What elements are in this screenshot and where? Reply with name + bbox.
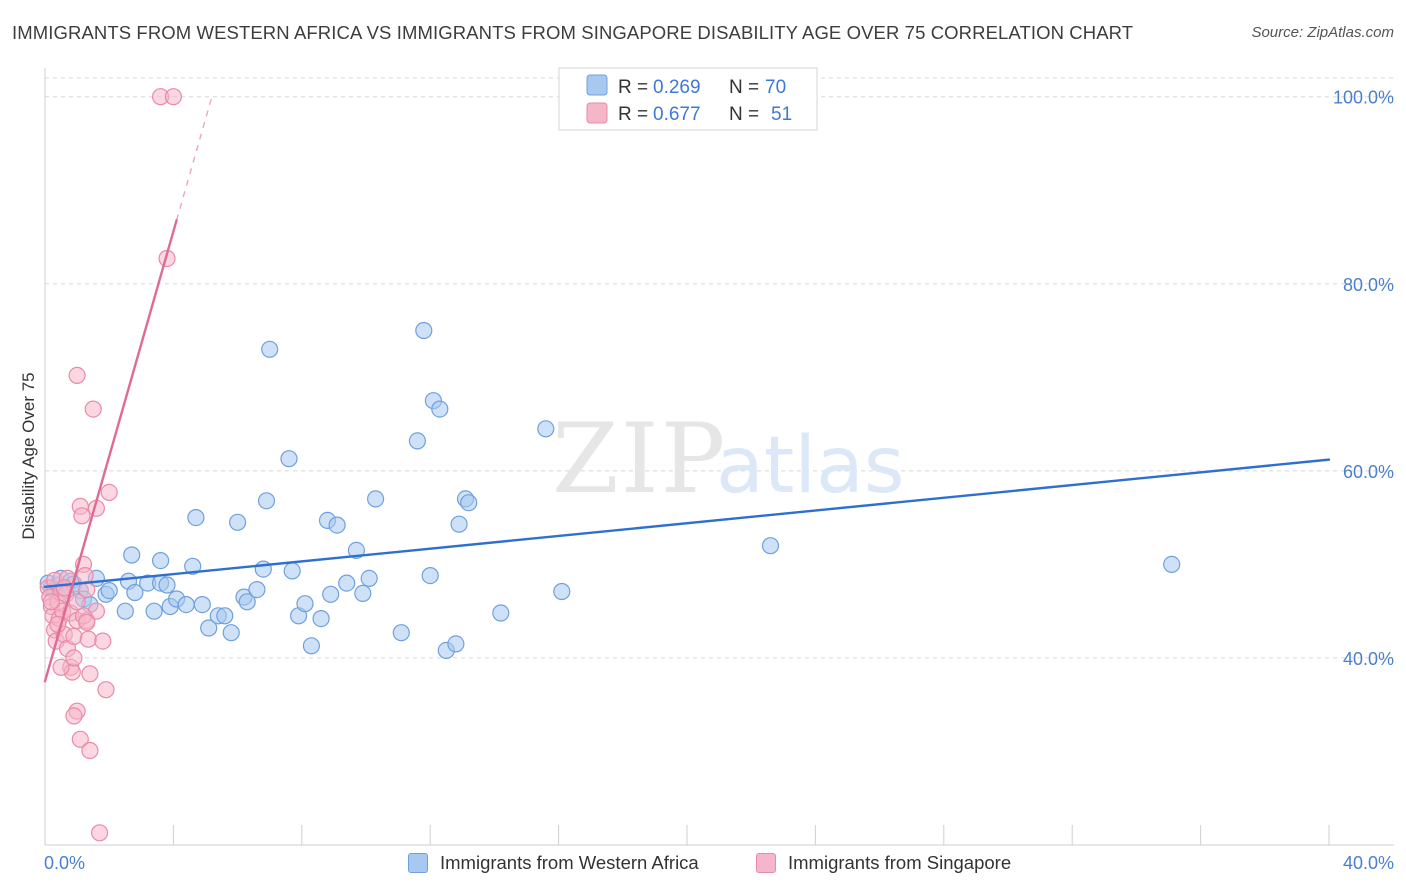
point-singapore[interactable] (65, 627, 83, 646)
stats-legend-n-value-blue: 70 (765, 77, 786, 98)
point-western-africa[interactable] (421, 566, 439, 585)
point-singapore[interactable] (42, 593, 61, 611)
y-axis-label: Disability Age Over 75 (19, 372, 38, 539)
stats-legend-r-label-blue: R = (618, 77, 648, 98)
point-western-africa[interactable] (447, 635, 465, 653)
point-western-africa[interactable] (312, 609, 330, 628)
legend-item-singapore[interactable]: Immigrants from Singapore (756, 852, 1011, 874)
point-western-africa[interactable] (193, 595, 211, 614)
point-western-africa[interactable] (229, 513, 247, 531)
point-western-africa[interactable] (553, 582, 571, 601)
legend-swatch-singapore (756, 853, 776, 873)
grid-lines: 40.0% 60.0% 80.0% 100.0% (45, 77, 1394, 669)
watermark-zip: ZIP (552, 403, 727, 515)
point-western-africa[interactable] (283, 562, 301, 580)
point-western-africa[interactable] (392, 624, 410, 642)
point-singapore[interactable] (68, 593, 86, 611)
point-western-africa[interactable] (302, 637, 320, 655)
point-western-africa[interactable] (431, 400, 449, 418)
legend-label-singapore: Immigrants from Singapore (788, 852, 1012, 873)
point-western-africa[interactable] (408, 432, 426, 450)
axes (44, 68, 1394, 846)
point-western-africa[interactable] (100, 581, 118, 600)
stats-legend-r-label-pink: R = (618, 104, 648, 125)
point-singapore[interactable] (100, 483, 118, 501)
point-singapore[interactable] (84, 400, 102, 418)
point-singapore[interactable] (97, 681, 115, 699)
stats-legend-n-label-blue: N = (729, 77, 759, 98)
trendline-western-africa (43, 458, 1331, 589)
point-singapore[interactable] (164, 88, 182, 106)
x-tick-label-max: 40.0% (1343, 853, 1394, 873)
point-western-africa[interactable] (296, 595, 314, 613)
point-western-africa[interactable] (354, 584, 372, 603)
point-singapore[interactable] (52, 658, 70, 676)
stats-legend-n-value-pink: 51 (771, 104, 792, 125)
point-western-africa[interactable] (367, 490, 385, 508)
point-western-africa[interactable] (238, 593, 256, 611)
stats-legend-r-value-blue: 0.269 (653, 77, 701, 98)
point-western-africa[interactable] (280, 450, 298, 468)
point-singapore[interactable] (90, 824, 109, 842)
point-singapore[interactable] (81, 665, 99, 683)
point-western-africa[interactable] (257, 492, 276, 510)
point-singapore[interactable] (78, 613, 96, 632)
stats-legend-swatch-blue (586, 74, 608, 96)
point-singapore[interactable] (94, 632, 112, 650)
point-western-africa[interactable] (460, 494, 478, 512)
stats-legend-r-value-pink: 0.677 (653, 104, 701, 125)
point-western-africa[interactable] (200, 619, 218, 637)
point-western-africa[interactable] (322, 585, 340, 603)
chart-title: IMMIGRANTS FROM WESTERN AFRICA VS IMMIGR… (12, 22, 1134, 43)
point-western-africa[interactable] (537, 420, 555, 438)
point-western-africa[interactable] (216, 607, 234, 625)
point-singapore[interactable] (81, 741, 99, 760)
point-singapore[interactable] (65, 649, 83, 667)
point-singapore[interactable] (68, 366, 86, 384)
point-western-africa[interactable] (492, 604, 510, 622)
point-western-africa[interactable] (248, 580, 266, 599)
stats-legend-swatch-pink (586, 102, 608, 124)
series-legend: Immigrants from Western Africa Immigrant… (0, 852, 1406, 878)
point-western-africa[interactable] (360, 569, 378, 588)
point-western-africa[interactable] (1163, 555, 1181, 574)
y-tick-label: 80.0% (1343, 275, 1394, 295)
stats-legend-n-label-pink: N = (729, 104, 759, 125)
point-western-africa[interactable] (761, 537, 780, 555)
y-tick-label: 60.0% (1343, 462, 1394, 482)
stats-legend: R = 0.269 N = 70 R = 0.677 N = 51 (558, 67, 818, 131)
point-singapore[interactable] (79, 630, 97, 648)
x-tick-label-min: 0.0% (44, 853, 85, 873)
point-western-africa[interactable] (145, 602, 163, 620)
point-western-africa[interactable] (261, 340, 279, 358)
point-singapore[interactable] (71, 730, 89, 748)
legend-item-western-africa[interactable]: Immigrants from Western Africa (408, 852, 699, 874)
watermark-atlas: atlas (716, 421, 905, 511)
point-western-africa[interactable] (123, 546, 141, 564)
point-western-africa[interactable] (415, 321, 433, 340)
point-western-africa[interactable] (222, 624, 240, 642)
point-western-africa[interactable] (338, 574, 356, 592)
legend-label-western-africa: Immigrants from Western Africa (440, 852, 699, 873)
point-singapore[interactable] (73, 507, 91, 525)
source-label: Source: ZipAtlas.com (1251, 24, 1394, 41)
point-western-africa[interactable] (152, 551, 170, 570)
trend-lines (43, 96, 1331, 683)
y-tick-label: 100.0% (1333, 88, 1394, 108)
point-western-africa[interactable] (116, 602, 134, 620)
y-tick-label: 40.0% (1343, 649, 1394, 669)
point-western-africa[interactable] (158, 576, 176, 594)
trendline-singapore (43, 218, 178, 683)
point-western-africa[interactable] (450, 515, 468, 533)
point-western-africa[interactable] (187, 508, 205, 527)
point-western-africa[interactable] (177, 595, 195, 614)
point-western-africa[interactable] (184, 557, 202, 575)
point-western-africa[interactable] (328, 516, 346, 534)
legend-swatch-western-africa (408, 853, 428, 873)
trendline-singapore-extension (175, 96, 213, 221)
point-western-africa[interactable] (126, 583, 144, 602)
point-singapore[interactable] (65, 707, 83, 725)
